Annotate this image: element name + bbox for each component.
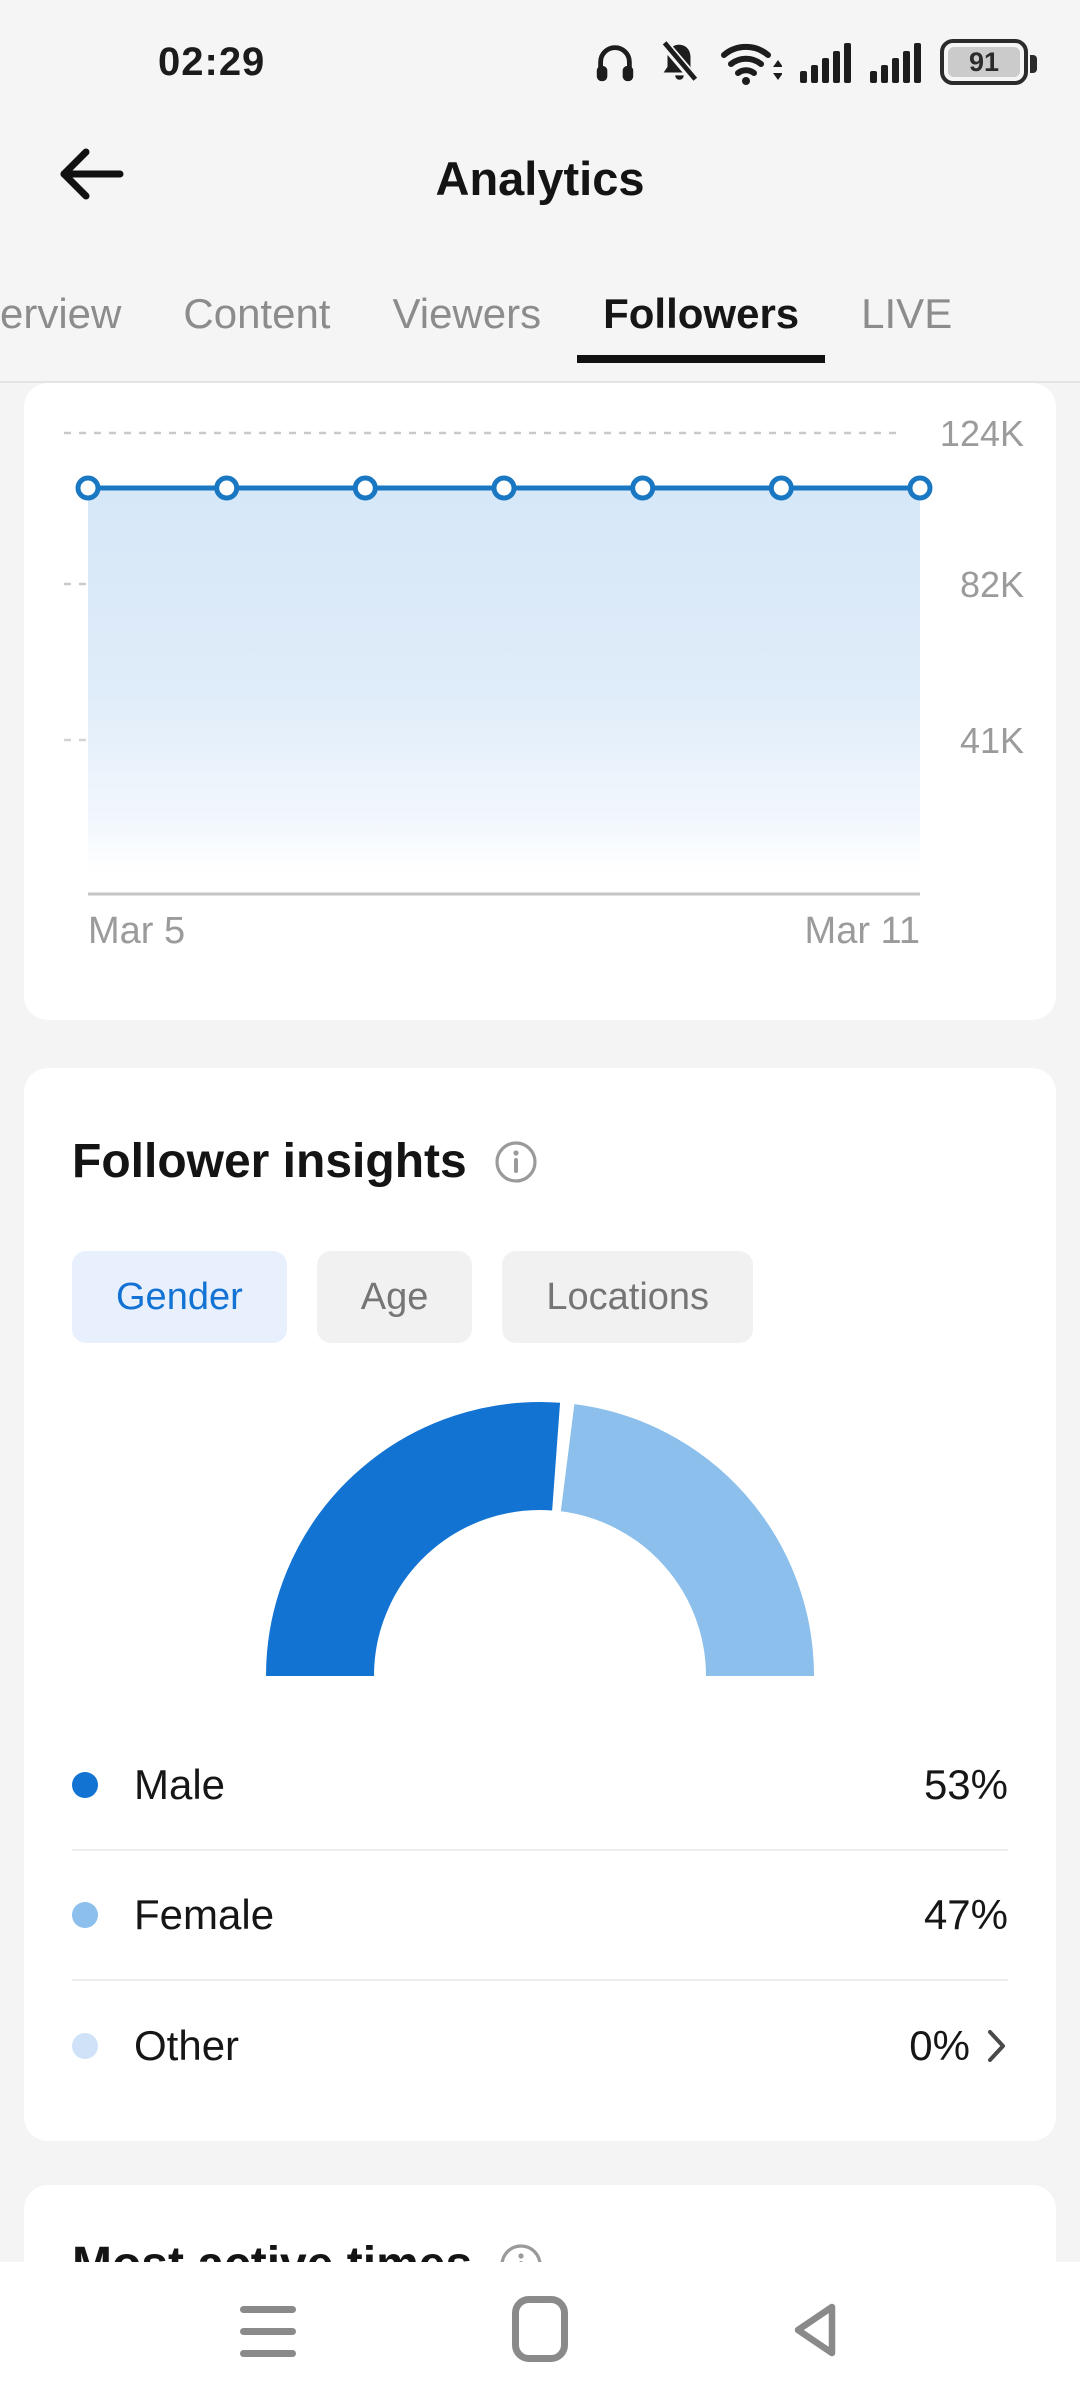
filter-locations[interactable]: Locations: [502, 1251, 754, 1343]
tab-followers[interactable]: Followers: [577, 246, 826, 381]
other-dot-icon: [72, 2033, 98, 2059]
female-value: 47%: [923, 1891, 1008, 1938]
ytick-82k: 82K: [960, 564, 1024, 605]
nav-back-icon[interactable]: [786, 2300, 842, 2365]
xtick-mar11: Mar 11: [805, 910, 920, 952]
back-button[interactable]: [52, 134, 132, 214]
other-value: 0%: [909, 2022, 970, 2069]
top-chrome: 02:29 91: [0, 0, 1080, 383]
tab-live[interactable]: LIVE: [861, 289, 953, 337]
app-header: Analytics: [0, 110, 1080, 246]
data-point-mar7[interactable]: [352, 475, 378, 501]
signal-bars-sim2: [870, 39, 922, 85]
battery-percent: 91: [968, 46, 1000, 77]
followers-line-chart[interactable]: 124K 82K 41K Mar 5 Mar 11: [24, 383, 1056, 1020]
filter-pills: Gender Age Locations: [72, 1251, 1008, 1343]
male-dot-icon: [72, 1772, 98, 1798]
gender-legend: Male 53% Female 47% Other 0%: [72, 1721, 1008, 2111]
ytick-41k: 41K: [960, 720, 1024, 761]
filter-gender[interactable]: Gender: [72, 1251, 287, 1343]
female-dot-icon: [72, 1902, 98, 1928]
tab-content[interactable]: Content: [183, 289, 331, 337]
home-icon[interactable]: [512, 2296, 568, 2362]
followers-trend-card: 124K 82K 41K Mar 5 Mar 11: [24, 383, 1056, 1020]
signal-bars-sim1: [800, 39, 852, 85]
bell-muted-icon: [656, 39, 702, 85]
series-area-fill: [88, 490, 920, 888]
tab-bar: erview Content Viewers Followers LIVE: [0, 246, 1080, 381]
wifi-icon: [720, 39, 782, 85]
page-title: Analytics: [435, 151, 645, 205]
status-bar: 02:29 91: [0, 0, 1080, 110]
clock: 02:29: [158, 39, 266, 84]
data-point-mar5[interactable]: [75, 475, 101, 501]
donut-segment-male: [266, 1402, 561, 1678]
insights-title-row: Follower insights: [72, 1134, 1008, 1189]
xtick-mar5: Mar 5: [88, 910, 185, 952]
male-value: 53%: [923, 1761, 1008, 1808]
data-point-mar11[interactable]: [907, 475, 933, 501]
status-icons: 91: [592, 39, 1037, 85]
ytick-124k: 124K: [940, 413, 1024, 454]
insights-title: Follower insights: [72, 1135, 467, 1188]
data-point-mar8[interactable]: [491, 475, 517, 501]
legend-row-female: Female 47%: [72, 1851, 1008, 1981]
data-point-mar6[interactable]: [214, 475, 240, 501]
donut-segment-female: [559, 1404, 814, 1678]
legend-row-other[interactable]: Other 0%: [72, 1981, 1008, 2111]
battery-fill: 91: [948, 47, 1020, 77]
tab-viewers[interactable]: Viewers: [392, 289, 542, 337]
data-point-mar10[interactable]: [768, 475, 794, 501]
female-label: Female: [134, 1891, 275, 1938]
male-label: Male: [134, 1761, 226, 1808]
headphones-icon: [592, 39, 638, 85]
tab-overview[interactable]: erview: [0, 289, 122, 337]
battery-indicator: 91: [940, 39, 1037, 85]
android-nav-bar: [0, 2262, 1080, 2400]
legend-row-male: Male 53%: [72, 1721, 1008, 1851]
info-icon[interactable]: [493, 1139, 539, 1185]
other-label: Other: [134, 2022, 240, 2069]
filter-age[interactable]: Age: [316, 1251, 473, 1343]
recents-menu-icon[interactable]: [240, 2306, 296, 2372]
chevron-right-icon: [986, 2027, 1008, 2065]
follower-insights-card: Follower insights Gender Age Locations M…: [24, 1068, 1056, 2141]
gender-donut-chart: [265, 1401, 815, 1683]
data-point-mar9[interactable]: [630, 475, 656, 501]
